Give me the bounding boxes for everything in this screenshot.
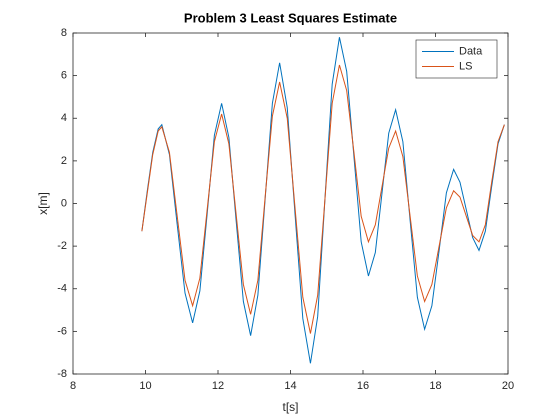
legend-label: Data xyxy=(459,45,483,57)
legend-box xyxy=(415,39,498,79)
y-tick-label: 4 xyxy=(61,112,67,124)
x-tick-label: 10 xyxy=(139,380,151,392)
chart-title: Problem 3 Least Squares Estimate xyxy=(184,10,397,25)
y-tick-label: 6 xyxy=(61,70,67,82)
x-tick-label: 18 xyxy=(429,380,441,392)
y-tick-label: 0 xyxy=(61,197,67,209)
x-axis-label: t[s] xyxy=(282,400,298,414)
y-tick-label: -2 xyxy=(57,240,67,252)
legend-label: LS xyxy=(459,60,472,72)
series-line xyxy=(141,64,505,334)
y-axis-label: x[m] xyxy=(36,192,50,215)
plot-area xyxy=(72,32,509,375)
x-tick-label: 8 xyxy=(70,380,76,392)
y-tick-label: -8 xyxy=(57,368,67,380)
y-tick-label: -4 xyxy=(57,283,67,295)
x-tick-label: 12 xyxy=(212,380,224,392)
x-tick-label: 20 xyxy=(502,380,514,392)
y-tick-label: -6 xyxy=(57,325,67,337)
x-tick-label: 16 xyxy=(357,380,369,392)
y-tick-label: 2 xyxy=(61,155,67,167)
x-tick-label: 14 xyxy=(284,380,296,392)
y-tick-label: 8 xyxy=(61,27,67,39)
